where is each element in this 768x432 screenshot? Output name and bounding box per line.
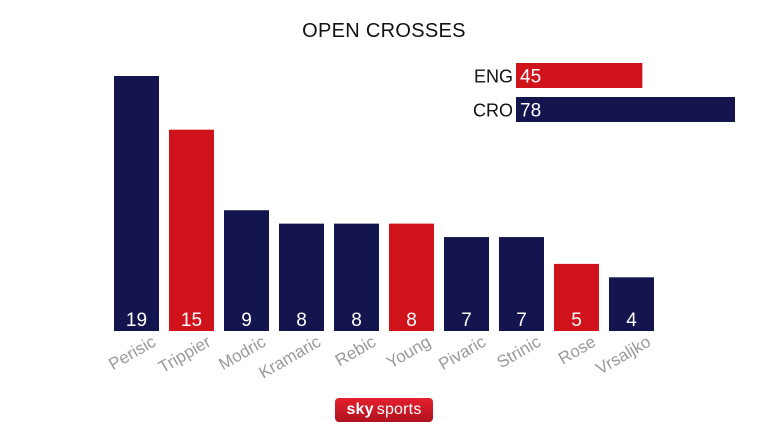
bar-pivaric <box>444 237 489 331</box>
bar-trippier <box>169 129 214 331</box>
logo-product: sports <box>376 401 422 418</box>
category-label: Kramaric <box>256 332 325 383</box>
bar-modric <box>224 210 269 331</box>
team-bar-cro <box>516 97 735 122</box>
bar-rose <box>554 263 599 331</box>
bar-young <box>389 223 434 331</box>
sky-sports-logo: sky sports <box>335 398 433 422</box>
category-label: Trippier <box>155 332 214 377</box>
bar-value-label: 8 <box>406 310 417 331</box>
team-bar-eng <box>516 63 643 88</box>
team-label: CRO <box>473 101 513 121</box>
bar-value-label: 8 <box>296 310 307 331</box>
bar-value-label: 4 <box>626 310 637 331</box>
logo-brand: sky <box>346 401 374 418</box>
category-label: Strinic <box>494 332 545 372</box>
bar-value-label: 9 <box>241 310 252 331</box>
bar-value-label: 19 <box>126 310 147 331</box>
bar-value-label: 8 <box>351 310 362 331</box>
bar-vrsaljko <box>609 277 654 331</box>
bar-value-label: 15 <box>181 310 202 331</box>
bar-value-label: 7 <box>461 310 472 331</box>
chart-title: OPEN CROSSES <box>302 20 466 42</box>
category-label: Young <box>383 332 434 372</box>
category-label: Rebic <box>332 332 380 370</box>
category-label: Vrsaljko <box>593 332 654 378</box>
bar-rebic <box>334 223 379 331</box>
bar-kramaric <box>279 223 324 331</box>
team-label: ENG <box>474 67 513 87</box>
team-value-label: 78 <box>520 101 541 122</box>
bar-value-label: 5 <box>571 310 582 331</box>
bar-value-label: 7 <box>516 310 527 331</box>
category-label: Pivaric <box>435 332 489 374</box>
bar-strinic <box>499 237 544 331</box>
bar-perisic <box>114 76 159 331</box>
category-label: Perisic <box>105 332 159 374</box>
team-value-label: 45 <box>520 67 541 88</box>
